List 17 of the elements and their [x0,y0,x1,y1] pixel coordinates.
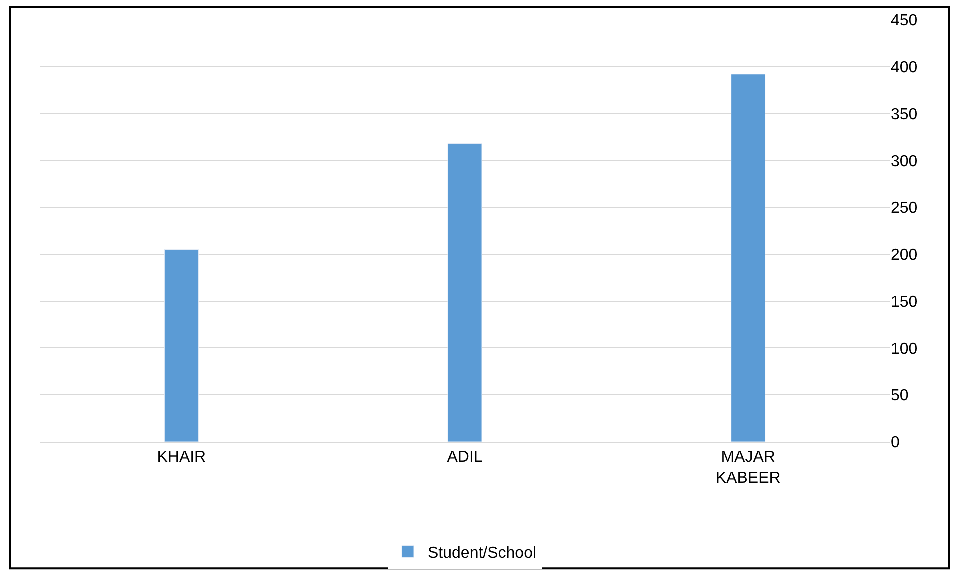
legend-label: Student/School [428,544,537,562]
y-tick-label: 50 [891,388,909,405]
y-tick-label: 0 [891,434,900,452]
bar [164,250,199,442]
y-tick-label: 150 [891,294,918,311]
x-tick-label: MAJAR KABEER [716,449,781,487]
bar [731,74,766,442]
y-tick-label: 250 [891,200,918,218]
y-tick-label: 100 [891,340,918,358]
y-tick-label: 300 [891,153,918,170]
y-tick-label: 400 [891,59,918,76]
y-tick-label: 350 [891,106,918,124]
x-tick-label: ADIL [447,449,483,466]
y-tick-label: 200 [891,247,918,264]
y-tick-label: 450 [891,12,918,30]
x-tick-label: KHAIR [157,449,206,466]
bar [448,144,482,442]
